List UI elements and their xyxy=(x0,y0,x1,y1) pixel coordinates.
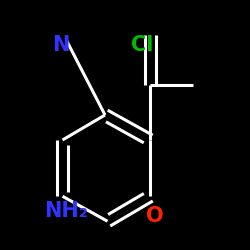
Text: O: O xyxy=(146,206,164,226)
Text: N: N xyxy=(52,35,70,55)
Text: NH₂: NH₂ xyxy=(44,201,88,221)
Text: Cl: Cl xyxy=(131,35,154,55)
